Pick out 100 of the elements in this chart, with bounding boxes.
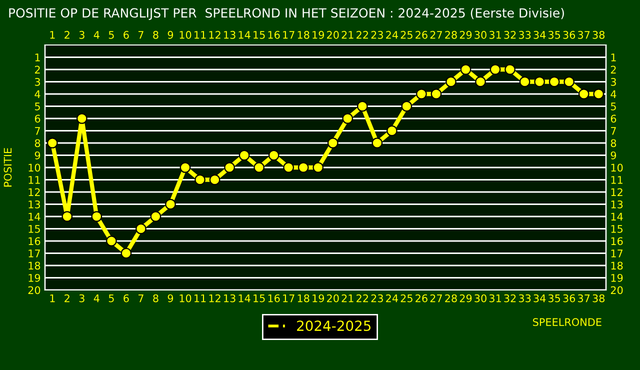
point bbox=[534, 76, 545, 88]
x2-tick-label: 16 bbox=[268, 30, 280, 39]
x2-tick-label: 13 bbox=[224, 30, 236, 39]
x2-tick-label: 27 bbox=[430, 30, 442, 39]
x2-tick-label: 31 bbox=[489, 30, 501, 39]
x-tick-label: 2 bbox=[64, 294, 70, 302]
x2-tick-label: 12 bbox=[209, 30, 220, 39]
x-tick-label: 10 bbox=[180, 294, 192, 302]
x2-tick-label: 18 bbox=[298, 30, 310, 39]
point bbox=[327, 138, 338, 148]
x-tick-label: 23 bbox=[371, 294, 383, 302]
point bbox=[460, 64, 472, 75]
x2-tick-label: 10 bbox=[180, 30, 192, 39]
point bbox=[312, 162, 324, 173]
point bbox=[446, 76, 456, 88]
x2-tick-label: 3 bbox=[79, 30, 84, 39]
point bbox=[165, 198, 176, 210]
y-tick-label: 2 bbox=[34, 66, 40, 74]
x2-tick-label: 4 bbox=[94, 31, 100, 39]
y-tick-label: 19 bbox=[28, 274, 40, 282]
x-tick-label: 7 bbox=[138, 294, 144, 302]
point bbox=[150, 211, 162, 222]
point bbox=[593, 88, 604, 100]
y2-tick-label: 5 bbox=[610, 102, 616, 110]
x-tick-label: 29 bbox=[460, 294, 472, 302]
x2-tick-label: 28 bbox=[445, 30, 457, 39]
x2-tick-label: 35 bbox=[548, 30, 560, 39]
y-tick-label: 6 bbox=[34, 114, 40, 123]
y-axis-title: POSITIE bbox=[4, 148, 12, 187]
x-tick-label: 27 bbox=[430, 294, 442, 302]
point bbox=[180, 162, 191, 173]
x2-tick-label: 8 bbox=[153, 30, 158, 39]
x-tick-label: 8 bbox=[153, 294, 158, 302]
x2-tick-label: 7 bbox=[138, 31, 144, 39]
x2-tick-label: 30 bbox=[474, 30, 486, 39]
x2-tick-label: 22 bbox=[356, 30, 368, 39]
x2-tick-label: 2 bbox=[64, 30, 70, 39]
point bbox=[401, 100, 412, 112]
x2-tick-label: 34 bbox=[534, 30, 546, 39]
x2-tick-label: 29 bbox=[460, 30, 472, 39]
point bbox=[91, 211, 102, 222]
x2-tick-label: 5 bbox=[108, 31, 114, 39]
x-tick-label: 19 bbox=[312, 294, 324, 302]
x2-tick-label: 21 bbox=[342, 30, 354, 39]
legend-label: 2024-2025 bbox=[297, 320, 371, 332]
point bbox=[283, 162, 294, 173]
y2-tick-label: 1 bbox=[611, 54, 616, 62]
y2-tick-label: 3 bbox=[610, 78, 616, 86]
x-tick-label: 1 bbox=[50, 294, 55, 302]
x-tick-label: 20 bbox=[327, 294, 339, 302]
y-tick-label: 8 bbox=[34, 139, 40, 148]
x-tick-label: 6 bbox=[124, 294, 129, 302]
y2-tick-label: 7 bbox=[611, 127, 616, 135]
x-tick-label: 22 bbox=[356, 294, 368, 302]
x-axis-title: SPEELRONDE bbox=[532, 318, 602, 326]
y2-tick-label: 14 bbox=[611, 212, 623, 220]
x-tick-label: 36 bbox=[563, 294, 576, 302]
chart-title: POSITIE OP DE RANGLIJST PER SPEELROND IN HET SEIZOEN : 2024-2025 (Eerste Divisie) bbox=[9, 8, 564, 20]
y-tick-label: 9 bbox=[34, 151, 40, 160]
x2-tick-label: 11 bbox=[194, 31, 206, 39]
x2-tick-label: 32 bbox=[504, 30, 516, 39]
x-tick-label: 37 bbox=[578, 294, 590, 302]
x2-tick-label: 20 bbox=[327, 30, 339, 39]
y2-tick-label: 12 bbox=[611, 188, 622, 196]
y-tick-label: 1 bbox=[35, 54, 40, 62]
y-tick-label: 3 bbox=[35, 78, 40, 86]
x-tick-label: 11 bbox=[194, 294, 206, 302]
point bbox=[120, 248, 132, 259]
point bbox=[430, 88, 442, 100]
y2-tick-label: 8 bbox=[610, 139, 616, 148]
x2-tick-label: 6 bbox=[124, 30, 129, 39]
x-tick-label: 12 bbox=[209, 294, 220, 302]
x-tick-label: 24 bbox=[386, 294, 398, 302]
x-tick-label: 3 bbox=[79, 294, 84, 302]
y2-tick-label: 9 bbox=[610, 151, 616, 160]
x2-tick-label: 26 bbox=[416, 30, 428, 39]
x-tick-label: 28 bbox=[445, 294, 457, 302]
x2-tick-label: 24 bbox=[386, 30, 398, 39]
point bbox=[504, 64, 516, 75]
x2-tick-label: 37 bbox=[578, 30, 590, 39]
point bbox=[416, 88, 427, 100]
x2-tick-label: 15 bbox=[254, 31, 265, 39]
x2-tick-label: 38 bbox=[592, 30, 605, 39]
point bbox=[519, 76, 530, 88]
x-tick-label: 35 bbox=[548, 294, 560, 302]
x2-tick-label: 23 bbox=[371, 30, 383, 39]
x-tick-label: 14 bbox=[238, 294, 250, 302]
x2-tick-label: 19 bbox=[312, 30, 324, 39]
y-tick-label: 4 bbox=[34, 90, 40, 98]
point bbox=[564, 76, 575, 88]
point bbox=[578, 88, 590, 100]
point bbox=[548, 76, 560, 88]
y-tick-label: 17 bbox=[28, 250, 40, 258]
point bbox=[209, 174, 220, 186]
point bbox=[475, 76, 486, 88]
x-tick-label: 18 bbox=[298, 294, 310, 302]
point bbox=[268, 150, 280, 161]
point bbox=[356, 100, 368, 112]
x-tick-label: 31 bbox=[489, 294, 501, 302]
point bbox=[136, 223, 146, 234]
